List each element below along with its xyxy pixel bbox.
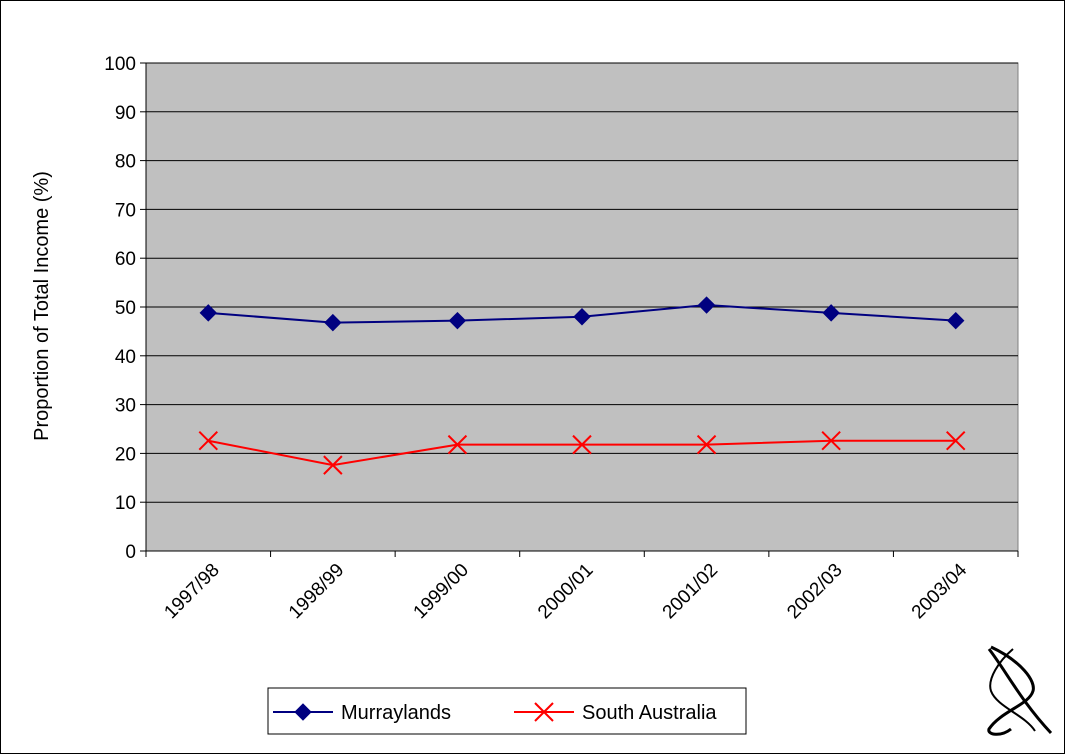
y-tick-labels: 0 10 20 30 40 50 60 70 80 90 100 (104, 54, 136, 563)
gridlines (146, 62, 1018, 503)
data-point (821, 431, 841, 451)
y-tick-label: 90 (115, 103, 136, 124)
legend-marker (294, 703, 312, 721)
series-murraylands (199, 296, 965, 332)
series-south-australia (198, 431, 966, 475)
y-tick-label: 70 (115, 200, 136, 221)
legend-box (267, 687, 747, 735)
x-tick-label: 1997/98 (160, 560, 223, 623)
y-tick-label: 50 (115, 298, 136, 319)
y-tick-label: 100 (104, 54, 136, 75)
axes (140, 62, 1019, 557)
data-point (822, 304, 840, 322)
y-tick-label: 0 (125, 542, 136, 563)
y-tick-label: 20 (115, 444, 136, 465)
y-tick-label: 80 (115, 152, 136, 173)
x-tick-label: 2000/01 (534, 560, 597, 623)
y-tick-label: 10 (115, 493, 136, 514)
data-point (198, 431, 218, 451)
x-tick-labels: 1997/98 1998/99 1999/00 2000/01 2001/02 2002/… (160, 559, 971, 623)
loop-logo-icon (987, 645, 1053, 736)
x-tick-label: 1999/00 (410, 560, 473, 623)
legend: Murraylands South Australia (267, 687, 747, 735)
data-point (696, 434, 717, 455)
x-tick-label: 1998/99 (285, 560, 348, 623)
x-tick-label: 2002/03 (783, 560, 846, 623)
data-point (573, 308, 591, 326)
data-point (947, 311, 965, 330)
data-point (448, 311, 467, 330)
y-axis-title: Proportion of Total Income (%) (31, 171, 53, 441)
y-tick-label: 30 (115, 396, 136, 417)
x-tick-label: 2001/02 (659, 560, 722, 623)
x-tick-label: 2003/04 (908, 559, 972, 623)
data-point (572, 434, 592, 455)
y-tick-label: 40 (115, 347, 136, 368)
data-point (323, 455, 343, 475)
legend-label: South Australia (582, 702, 717, 724)
data-point (946, 431, 966, 451)
series-group (198, 296, 966, 475)
data-point (447, 434, 468, 455)
data-point (324, 313, 342, 332)
legend-marker (534, 702, 554, 722)
data-point (199, 304, 217, 322)
legend-label: Murraylands (341, 702, 451, 724)
y-tick-label: 60 (115, 249, 136, 270)
data-point (697, 296, 716, 314)
